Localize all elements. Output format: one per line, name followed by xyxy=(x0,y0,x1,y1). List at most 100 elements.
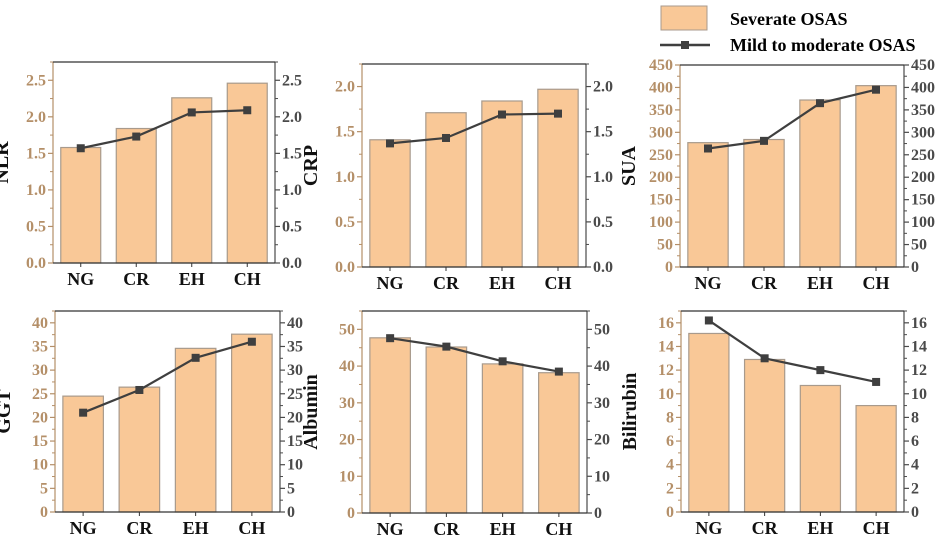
left-tick-label: 50 xyxy=(339,321,355,338)
right-tick-label: 50 xyxy=(594,321,610,338)
left-tick-label: 250 xyxy=(649,147,673,164)
line-marker-cr xyxy=(132,132,141,141)
line-marker-ch xyxy=(243,106,252,115)
line-series xyxy=(389,112,559,145)
left-tick-label: 6 xyxy=(666,433,674,450)
y-axis-label: NLR xyxy=(0,141,13,184)
right-tick-label: 0 xyxy=(594,505,602,522)
right-tick-label: 12 xyxy=(911,362,927,379)
left-tick-label: 2.0 xyxy=(26,109,46,126)
bar-ng xyxy=(688,332,730,513)
bar-cr xyxy=(115,127,157,264)
line-marker-ng xyxy=(704,144,712,153)
bar-ch xyxy=(855,85,897,268)
right-tick-label: 30 xyxy=(594,395,610,412)
left-tick-label: 400 xyxy=(649,79,673,96)
legend-line-label: Mild to moderate OSAS xyxy=(730,35,915,55)
line-marker-eh xyxy=(498,357,507,366)
right-tick-label: 1.0 xyxy=(593,169,613,186)
bar-eh xyxy=(171,97,213,264)
line-marker-ch xyxy=(554,109,562,118)
left-tick-label: 30 xyxy=(32,362,48,379)
right-tick-label: 0 xyxy=(911,504,919,521)
right-tick-label: 0.0 xyxy=(282,255,302,272)
left-tick-label: 2.5 xyxy=(26,72,46,89)
right-tick-label: 4 xyxy=(911,457,919,474)
x-tick-label-cr: CR xyxy=(752,518,779,537)
line-marker-eh xyxy=(816,366,825,375)
bar-ch xyxy=(538,372,580,514)
bar-eh xyxy=(799,384,842,513)
right-tick-label: 200 xyxy=(911,169,935,186)
right-tick-label: 2.0 xyxy=(593,79,613,96)
right-tick-label: 15 xyxy=(287,433,303,450)
line-marker-cr xyxy=(135,385,144,394)
line-marker-ng xyxy=(386,139,394,148)
right-tick-label: 100 xyxy=(911,214,935,231)
line-marker-ng xyxy=(704,316,713,325)
line-marker-ch xyxy=(872,85,880,94)
panel-nlr: 0.0 0.0 0.5 0.5 1.0 1.0 1.5 1.5 2.0 2.0 2.5 2.5 NG CR… xyxy=(0,61,302,289)
left-tick-label: 2.0 xyxy=(335,79,355,96)
right-tick-label: 0.0 xyxy=(593,259,613,276)
line-marker-ng xyxy=(386,334,395,343)
x-tick-label-eh: EH xyxy=(807,518,833,537)
right-tick-label: 40 xyxy=(287,315,303,332)
x-tick-label-ch: CH xyxy=(238,518,265,537)
left-tick-label: 50 xyxy=(657,237,673,254)
left-tick-label: 30 xyxy=(339,395,355,412)
left-tick-label: 1.0 xyxy=(335,169,355,186)
left-tick-label: 0.5 xyxy=(26,218,46,235)
left-tick-label: 10 xyxy=(658,386,674,403)
right-tick-label: 5 xyxy=(287,480,295,497)
left-tick-label: 0 xyxy=(40,504,48,521)
bar-eh xyxy=(799,99,841,268)
x-tick-label-cr: CR xyxy=(751,273,778,293)
x-tick-label-ch: CH xyxy=(234,269,261,289)
right-tick-label: 20 xyxy=(287,409,303,426)
x-tick-label-ng: NG xyxy=(695,518,722,537)
left-tick-label: 150 xyxy=(649,192,673,209)
bar-cr xyxy=(743,358,786,513)
right-tick-label: 400 xyxy=(911,79,935,96)
right-tick-label: 1.5 xyxy=(593,124,613,141)
line-marker-cr xyxy=(442,133,450,142)
x-tick-label-cr: CR xyxy=(126,518,153,537)
right-tick-label: 2.0 xyxy=(282,109,302,126)
line-marker-eh xyxy=(498,110,506,119)
right-tick-label: 450 xyxy=(911,57,935,74)
right-tick-label: 2.5 xyxy=(282,72,302,89)
y-axis-label: CRP xyxy=(300,145,322,186)
left-tick-label: 350 xyxy=(649,102,673,119)
right-tick-label: 10 xyxy=(911,386,927,403)
right-tick-label: 30 xyxy=(287,362,303,379)
right-tick-label: 0.5 xyxy=(282,218,302,235)
left-tick-label: 0.0 xyxy=(26,255,46,272)
right-tick-label: 16 xyxy=(911,315,927,332)
right-tick-label: 8 xyxy=(911,409,919,426)
line-series xyxy=(707,88,877,150)
right-tick-label: 20 xyxy=(594,432,610,449)
left-tick-label: 4 xyxy=(666,457,674,474)
left-tick-label: 1.5 xyxy=(26,145,46,162)
y-axis-label: Albumin xyxy=(300,374,322,450)
left-tick-label: 100 xyxy=(649,214,673,231)
line-marker-ng xyxy=(79,408,88,417)
right-tick-label: 25 xyxy=(287,386,303,403)
right-tick-label: 300 xyxy=(911,124,935,141)
right-tick-label: 40 xyxy=(594,358,610,375)
left-tick-label: 35 xyxy=(32,338,48,355)
right-tick-label: 150 xyxy=(911,192,935,209)
x-tick-label-eh: EH xyxy=(179,269,205,289)
right-tick-label: 14 xyxy=(911,338,927,355)
bar-ng xyxy=(369,337,411,514)
left-tick-label: 14 xyxy=(658,338,674,355)
bar-eh xyxy=(481,100,523,268)
y-axis-label: SUA xyxy=(618,145,640,186)
x-tick-label-ch: CH xyxy=(863,273,890,293)
line-marker-eh xyxy=(191,353,200,362)
x-tick-label-ch: CH xyxy=(545,519,572,537)
left-tick-label: 12 xyxy=(658,362,674,379)
left-tick-label: 0 xyxy=(666,504,674,521)
legend: Severate OSAS Mild to moderate OSAS xyxy=(660,5,915,55)
